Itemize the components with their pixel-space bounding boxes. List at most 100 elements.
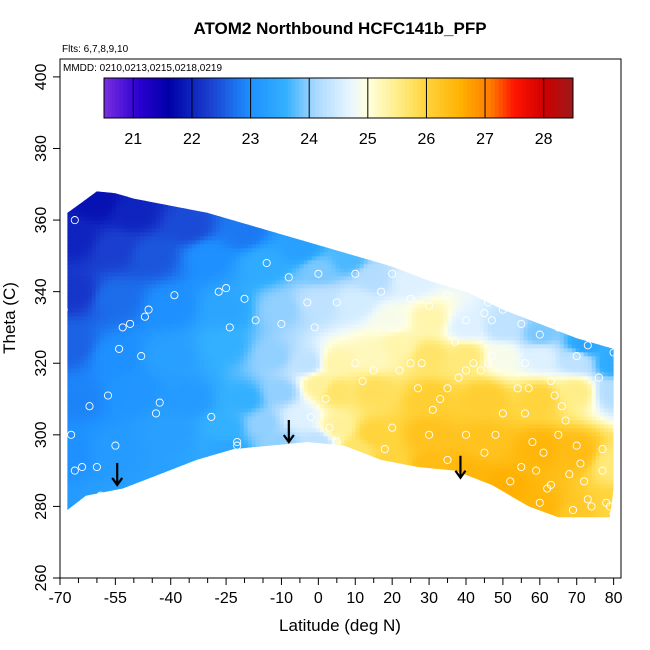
heatmap-cell: [71, 444, 77, 449]
heatmap-cell: [107, 512, 113, 517]
heatmap-cell: [275, 292, 281, 297]
heatmap-cell: [135, 280, 141, 285]
heatmap-cell: [207, 308, 213, 313]
heatmap-cell: [263, 268, 269, 273]
heatmap-cell: [195, 248, 201, 253]
heatmap-cell: [71, 476, 77, 481]
heatmap-cell: [167, 408, 173, 413]
heatmap-cell: [255, 208, 261, 213]
heatmap-cell: [163, 352, 169, 357]
heatmap-cell: [115, 360, 121, 365]
heatmap-cell: [287, 276, 293, 281]
heatmap-cell: [255, 332, 261, 337]
heatmap-cell: [91, 204, 97, 209]
heatmap-cell: [119, 212, 125, 217]
heatmap-cell: [139, 344, 145, 349]
heatmap-cell: [199, 196, 205, 201]
heatmap-cell: [287, 228, 293, 233]
heatmap-cell: [180, 184, 185, 189]
heatmap-cell: [191, 324, 197, 329]
heatmap-cell: [243, 308, 249, 313]
heatmap-cell: [243, 312, 249, 317]
heatmap-cell: [191, 196, 197, 201]
heatmap-cell: [199, 336, 205, 341]
heatmap-cell: [279, 448, 285, 453]
heatmap-cell: [215, 204, 221, 209]
heatmap-cell: [179, 360, 185, 365]
heatmap-cell: [147, 416, 153, 421]
heatmap-cell: [107, 404, 113, 409]
heatmap-cell: [163, 504, 169, 509]
heatmap-cell: [139, 204, 145, 209]
heatmap-cell: [159, 264, 165, 269]
heatmap-cell: [147, 208, 153, 213]
heatmap-cell: [147, 264, 153, 269]
heatmap-cell: [203, 504, 209, 509]
heatmap-cell: [71, 344, 77, 349]
heatmap-cell: [151, 240, 157, 245]
heatmap-cell: [143, 424, 149, 429]
heatmap-cell: [255, 376, 261, 381]
heatmap-cell: [155, 191, 161, 193]
heatmap-cell: [87, 200, 93, 205]
heatmap-cell: [215, 444, 221, 449]
heatmap-cell: [263, 460, 269, 465]
heatmap-cell: [155, 512, 161, 517]
heatmap-cell: [127, 280, 133, 285]
heatmap-cell: [191, 356, 197, 361]
heatmap-cell: [148, 184, 153, 189]
heatmap-cell: [283, 464, 289, 469]
heatmap-cell: [247, 196, 253, 201]
heatmap-cell: [151, 436, 157, 441]
heatmap-cell: [83, 240, 89, 245]
heatmap-cell: [175, 276, 181, 281]
heatmap-cell: [187, 276, 193, 281]
heatmap-cell: [247, 272, 253, 277]
heatmap-cell: [131, 204, 137, 209]
heatmap-cell: [147, 272, 153, 277]
heatmap-cell: [243, 436, 249, 441]
heatmap-cell: [179, 256, 185, 261]
heatmap-cell: [271, 508, 277, 513]
heatmap-cell: [279, 468, 285, 473]
heatmap-cell: [215, 456, 221, 461]
heatmap-cell: [275, 376, 281, 381]
heatmap-cell: [183, 408, 189, 413]
heatmap-cell: [139, 332, 145, 337]
heatmap-cell: [123, 272, 129, 277]
heatmap-cell: [71, 372, 77, 377]
heatmap-cell: [247, 360, 253, 365]
heatmap-cell: [171, 424, 177, 429]
heatmap-cell: [271, 268, 277, 273]
heatmap-cell: [167, 440, 173, 445]
heatmap-cell: [139, 368, 145, 373]
heatmap-cell: [67, 456, 73, 461]
heatmap-cell: [279, 324, 285, 329]
heatmap-cell: [255, 496, 261, 501]
heatmap-cell: [287, 296, 293, 301]
heatmap-cell: [196, 184, 201, 189]
heatmap-cell: [175, 512, 181, 517]
heatmap-cell: [251, 300, 257, 305]
heatmap-cell: [151, 412, 157, 417]
heatmap-cell: [248, 524, 253, 529]
heatmap-cell: [187, 248, 193, 253]
heatmap-cell: [255, 424, 261, 429]
heatmap-cell: [183, 468, 189, 473]
heatmap-cell: [255, 444, 261, 449]
heatmap-cell: [291, 448, 297, 453]
heatmap-cell: [87, 324, 93, 329]
heatmap-cell: [271, 200, 277, 205]
heatmap-cell: [251, 272, 257, 277]
heatmap-cell: [227, 276, 233, 281]
heatmap-cell: [247, 472, 253, 477]
heatmap-cell: [211, 460, 217, 465]
heatmap-cell: [251, 460, 257, 465]
heatmap-cell: [171, 344, 177, 349]
heatmap-cell: [195, 444, 201, 449]
heatmap-cell: [119, 284, 125, 289]
heatmap-cell: [187, 428, 193, 433]
heatmap-cell: [283, 280, 289, 285]
heatmap-cell: [259, 488, 265, 493]
heatmap-cell: [243, 240, 249, 245]
